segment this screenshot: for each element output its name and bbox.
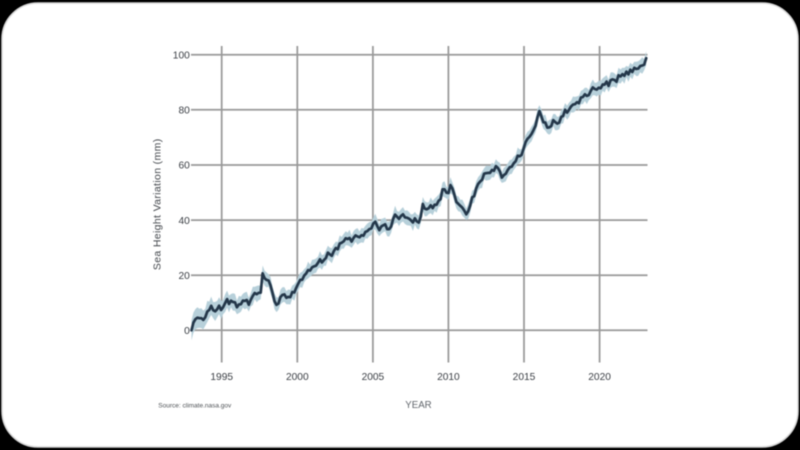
svg-text:2015: 2015 — [513, 372, 536, 383]
svg-text:100: 100 — [173, 50, 190, 61]
svg-text:1995: 1995 — [210, 372, 233, 383]
svg-text:20: 20 — [178, 271, 190, 282]
svg-text:2000: 2000 — [286, 372, 309, 383]
svg-text:60: 60 — [178, 161, 190, 172]
svg-text:2005: 2005 — [362, 372, 385, 383]
svg-text:2010: 2010 — [437, 372, 460, 383]
svg-text:Sea Height Variation (mm): Sea Height Variation (mm) — [152, 138, 164, 270]
svg-text:YEAR: YEAR — [405, 400, 431, 411]
svg-text:80: 80 — [178, 106, 190, 117]
svg-text:2020: 2020 — [588, 372, 611, 383]
svg-text:Source: climate.nasa.gov: Source: climate.nasa.gov — [158, 402, 232, 409]
svg-text:40: 40 — [178, 216, 190, 227]
svg-text:0: 0 — [184, 326, 190, 337]
